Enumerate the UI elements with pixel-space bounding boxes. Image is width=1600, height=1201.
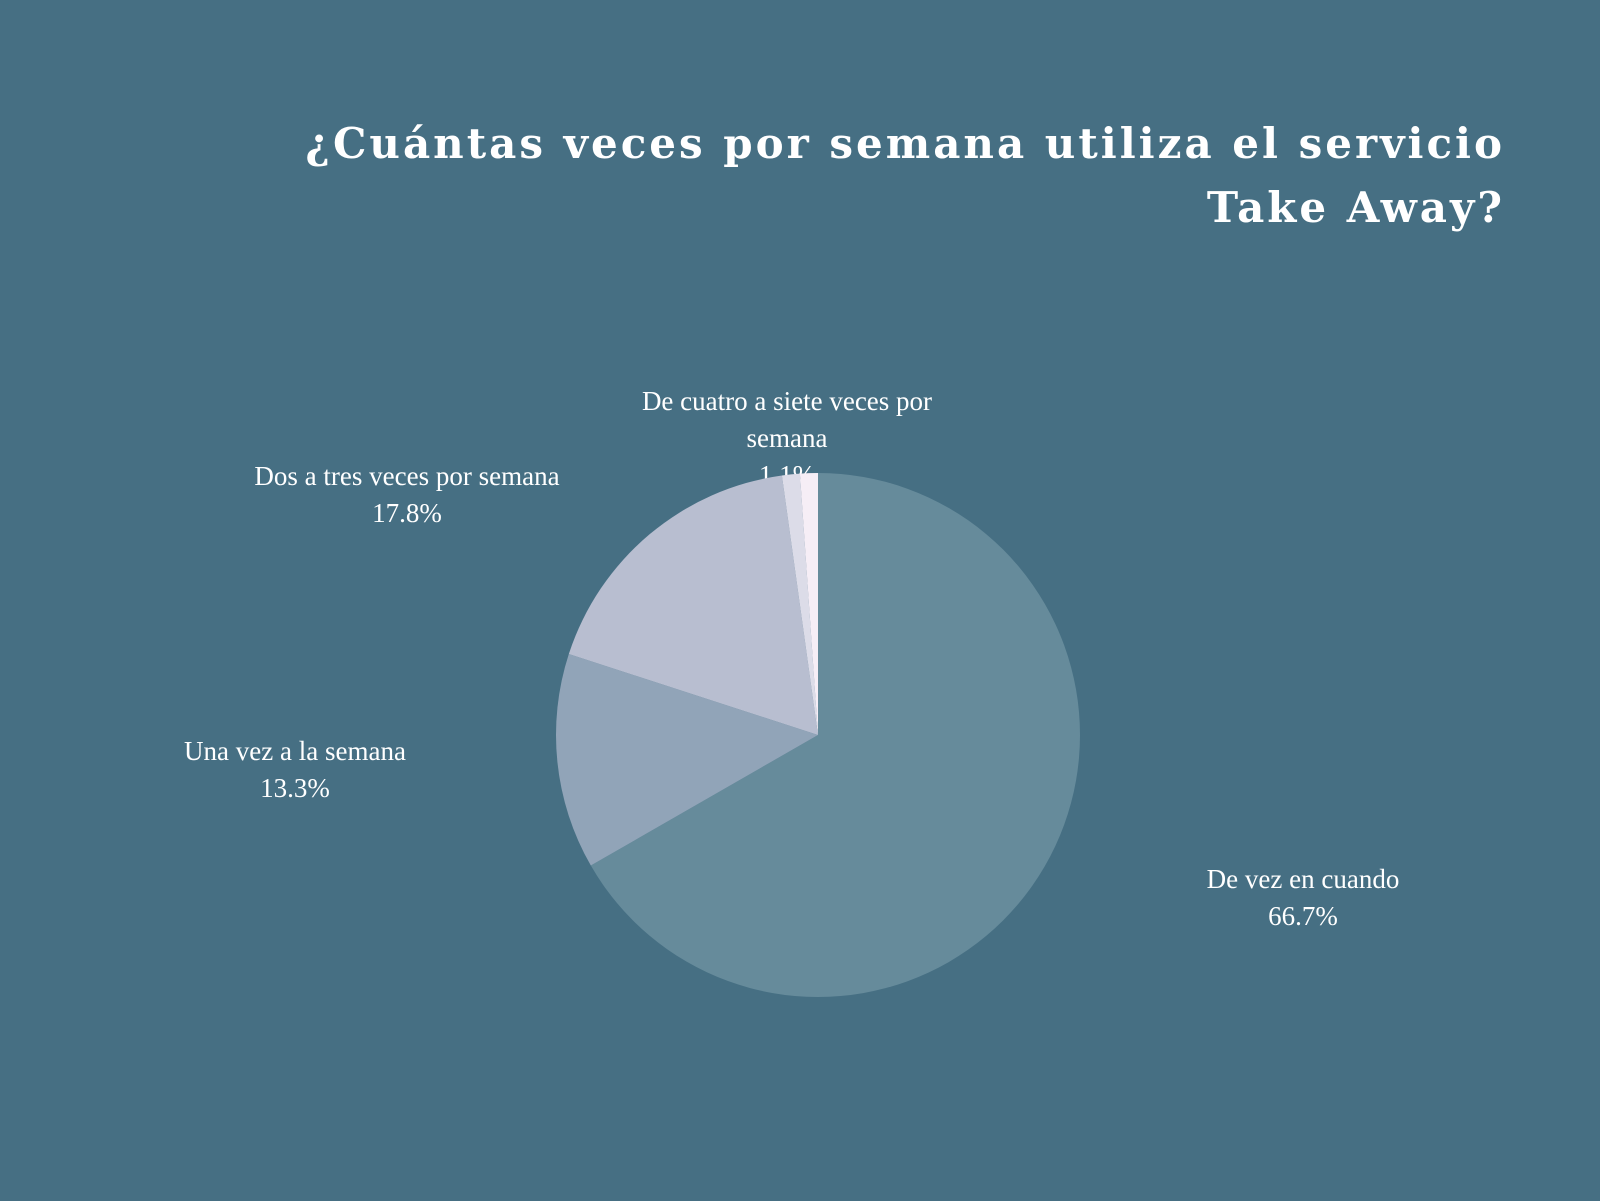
slice-label: semana [747, 423, 828, 453]
slice-label: Una vez a la semana [184, 736, 406, 766]
pie-slice [555, 654, 818, 866]
slice-value-label: 13.3% [260, 773, 330, 803]
slice-label: De vez en cuando [1207, 864, 1400, 894]
pie-slice [568, 475, 818, 735]
slice-label: Dos a tres veces por semana [254, 461, 559, 491]
slice-value-label: 17.8% [372, 498, 442, 528]
chart-title: ¿Cuántas veces por semana utiliza el ser… [305, 119, 1505, 232]
slice-value-label: 66.7% [1268, 901, 1338, 931]
pie-slice [799, 473, 818, 735]
slice-label: De cuatro a siete veces por [642, 386, 932, 416]
pie-slice [590, 473, 1080, 997]
pie-slice [781, 473, 818, 735]
